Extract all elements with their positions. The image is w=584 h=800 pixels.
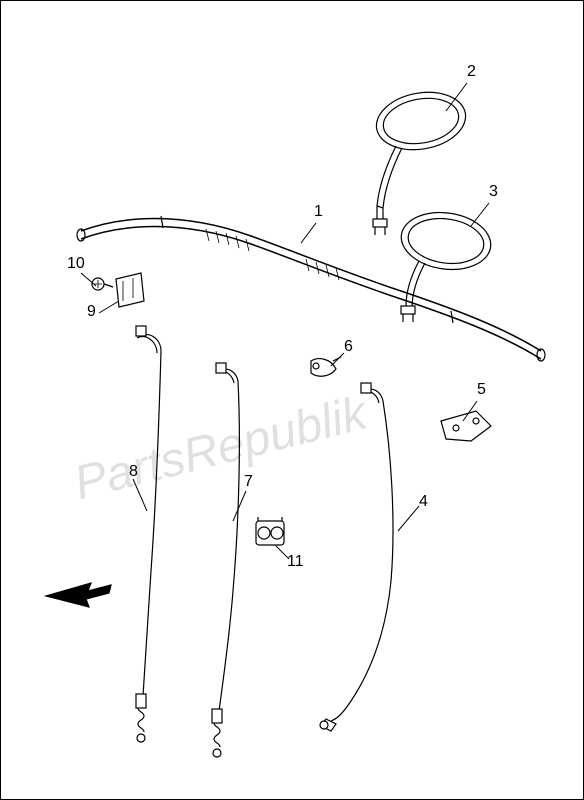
screw	[92, 278, 113, 290]
callout-7: 7	[244, 473, 253, 491]
clamp-double	[256, 517, 284, 545]
callout-5: 5	[477, 381, 486, 399]
nav-arrow	[46, 583, 111, 607]
callout-3: 3	[489, 183, 498, 201]
callout-2: 2	[467, 63, 476, 81]
callout-10: 10	[67, 255, 85, 273]
callout-1: 1	[314, 203, 323, 221]
callout-9: 9	[87, 303, 96, 321]
mirror-right	[398, 207, 495, 322]
cable-c	[136, 326, 161, 742]
cable-a	[320, 383, 393, 731]
callout-11: 11	[287, 553, 304, 571]
handlebar	[77, 216, 545, 361]
cable-b	[212, 363, 239, 757]
callout-4: 4	[419, 493, 428, 511]
bracket	[441, 411, 491, 441]
diagram-container: { "diagram": { "width": 584, "height": 8…	[0, 0, 584, 800]
callout-6: 6	[344, 338, 353, 356]
mirror-left	[372, 86, 470, 235]
parts-diagram-svg	[1, 1, 584, 800]
clip	[116, 273, 144, 307]
callout-8: 8	[129, 463, 138, 481]
callout-lines	[81, 83, 489, 559]
